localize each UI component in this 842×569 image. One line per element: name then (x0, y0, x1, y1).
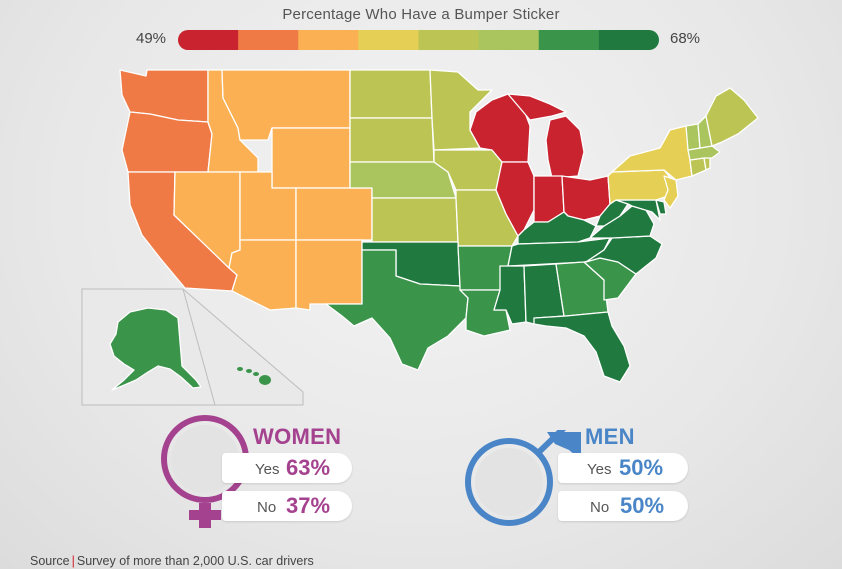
legend-max-label: 68% (670, 30, 701, 47)
source-label: Source (30, 554, 70, 568)
legend-swatch (358, 30, 419, 50)
legend-swatch (298, 30, 359, 50)
state-florida (533, 311, 631, 383)
legend-title: Percentage Who Have a Bumper Sticker (282, 6, 560, 23)
state-connecticut (689, 157, 707, 177)
men-title: MEN (585, 424, 635, 449)
legend-swatch (478, 30, 540, 50)
state-south-dakota (349, 117, 435, 163)
state-pennsylvania (607, 169, 673, 205)
women-yes-stat: Yes 63% (222, 453, 352, 483)
women-no-stat: No 37% (222, 491, 352, 521)
state-north-dakota (349, 69, 433, 119)
state-texas (325, 249, 469, 371)
state-wyoming (271, 127, 351, 189)
men-yes-stat: Yes 50% (558, 453, 688, 483)
women-yes-value: 63% (286, 455, 331, 480)
state-kansas (371, 197, 459, 243)
legend-swatch (538, 30, 600, 50)
state-maine (705, 87, 759, 147)
source-separator: | (71, 554, 75, 568)
state-michigan-lower (545, 115, 585, 179)
legend-swatch (178, 30, 239, 50)
state-new-mexico (295, 239, 363, 311)
women-no-value: 37% (286, 493, 331, 518)
men-no-label: No (590, 499, 610, 516)
legend-min-label: 49% (136, 30, 167, 47)
state-arizona (228, 239, 297, 311)
women-no-label: No (257, 499, 277, 516)
women-title: WOMEN (253, 424, 342, 449)
men-no-stat: No 50% (558, 491, 688, 521)
men-no-value: 50% (620, 493, 665, 518)
state-north-carolina (585, 235, 663, 275)
women-yes-label: Yes (255, 461, 280, 478)
state-delaware (655, 199, 667, 215)
source-text: Survey of more than 2,000 U.S. car drive… (76, 554, 314, 568)
legend-color-scale (178, 30, 659, 50)
state-hawaii (237, 367, 271, 385)
men-yes-value: 50% (619, 455, 664, 480)
state-alaska (109, 307, 202, 391)
state-minnesota (429, 69, 493, 151)
men-yes-label: Yes (587, 461, 612, 478)
state-tennessee (507, 237, 611, 267)
state-oregon (121, 111, 213, 173)
source-note: Source | Survey of more than 2,000 U.S. ca… (30, 554, 314, 568)
state-colorado (295, 187, 373, 241)
legend-swatch (418, 30, 480, 50)
state-michigan-upper (507, 93, 567, 121)
legend-swatch (598, 30, 659, 50)
male-symbol-icon (465, 430, 581, 526)
legend-swatch (238, 30, 299, 50)
